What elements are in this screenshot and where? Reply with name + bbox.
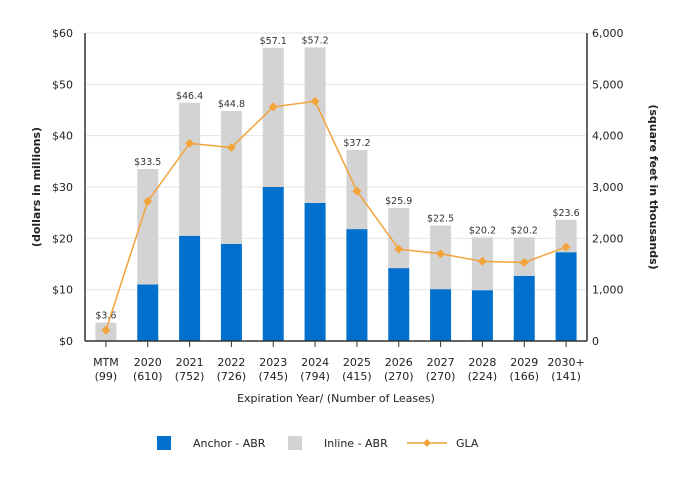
bar-inline	[513, 237, 535, 276]
x-tick-label: 2027	[427, 356, 455, 369]
x-tick-label: 2021	[176, 356, 204, 369]
bar-inline	[262, 47, 284, 188]
x-tick-count: (224)	[468, 370, 498, 383]
y2-tick-label: 6,000	[592, 27, 624, 40]
legend-swatch-inline	[288, 436, 302, 450]
bar-anchor	[137, 284, 159, 341]
x-tick-count: (270)	[426, 370, 456, 383]
bar-inline	[137, 169, 159, 285]
x-tick-label: 2023	[259, 356, 287, 369]
gla-point	[394, 244, 404, 254]
data-label: $3.6	[95, 311, 116, 322]
data-label: $23.6	[552, 208, 579, 219]
gla-point	[101, 325, 111, 335]
gla-point	[519, 257, 529, 267]
bar-anchor	[430, 289, 452, 341]
bar-anchor	[388, 268, 410, 341]
gla-point	[477, 256, 487, 266]
x-tick-count: (726)	[217, 370, 247, 383]
bar-inline	[388, 208, 410, 269]
y-tick-label: $30	[52, 181, 73, 194]
x-tick-count: (745)	[258, 370, 288, 383]
bar-anchor	[513, 275, 535, 341]
x-axis-title: Expiration Year/ (Number of Leases)	[237, 392, 435, 405]
y-tick-label: $10	[52, 284, 73, 297]
data-label: $25.9	[385, 196, 412, 207]
bar-anchor	[346, 229, 368, 341]
bar-inline	[304, 47, 326, 203]
data-label: $22.5	[427, 214, 454, 225]
bar-anchor	[220, 243, 242, 341]
x-tick-label: 2029	[510, 356, 538, 369]
bar-anchor	[471, 290, 493, 341]
y2-tick-label: 5,000	[592, 78, 624, 91]
gla-point	[185, 138, 195, 148]
data-label: $46.4	[176, 91, 203, 102]
y2-axis-title: (square feet in thousands)	[647, 104, 660, 269]
y-tick-label: $50	[52, 78, 73, 91]
x-tick-label: 2024	[301, 356, 329, 369]
gla-point	[143, 196, 153, 206]
data-label: $20.2	[511, 225, 538, 236]
y-tick-label: $40	[52, 130, 73, 143]
bar-anchor	[262, 187, 284, 341]
x-tick-label: 2030+	[547, 356, 584, 369]
bar-inline	[220, 111, 242, 244]
x-tick-count: (141)	[551, 370, 581, 383]
x-tick-label: 2028	[468, 356, 496, 369]
x-tick-count: (270)	[384, 370, 414, 383]
data-label: $37.2	[343, 138, 370, 149]
x-tick-label: 2020	[134, 356, 162, 369]
legend-label-inline: Inline - ABR	[324, 437, 388, 450]
gla-point	[352, 186, 362, 196]
legend-marker-gla	[423, 439, 431, 447]
x-tick-count: (99)	[95, 370, 118, 383]
y-axis-title: (dollars in millions)	[30, 127, 43, 247]
gla-point	[226, 142, 236, 152]
data-label: $57.1	[260, 36, 287, 47]
y2-tick-label: 2,000	[592, 232, 624, 245]
x-tick-count: (752)	[175, 370, 205, 383]
x-tick-label: 2025	[343, 356, 371, 369]
data-label: $33.5	[134, 157, 161, 168]
bar-inline	[555, 219, 577, 253]
y-tick-label: $0	[59, 335, 73, 348]
y-tick-label: $20	[52, 232, 73, 245]
bar-anchor	[555, 252, 577, 341]
legend-label-gla: GLA	[456, 437, 479, 450]
gla-point	[310, 96, 320, 106]
x-tick-count: (610)	[133, 370, 163, 383]
gla-line	[105, 100, 567, 331]
data-label: $44.8	[218, 99, 245, 110]
data-label: $20.2	[469, 225, 496, 236]
y2-tick-label: 4,000	[592, 130, 624, 143]
bar-inline	[179, 102, 201, 236]
y-tick-label: $60	[52, 27, 73, 40]
x-tick-count: (415)	[342, 370, 372, 383]
x-tick-count: (794)	[300, 370, 330, 383]
x-tick-label: 2026	[385, 356, 413, 369]
y2-tick-label: 0	[592, 335, 599, 348]
y2-tick-label: 3,000	[592, 181, 624, 194]
gla-point	[436, 249, 446, 259]
x-tick-label: MTM	[93, 356, 119, 369]
legend-label-anchor: Anchor - ABR	[193, 437, 266, 450]
bar-anchor	[304, 202, 326, 341]
bar-anchor	[179, 235, 201, 341]
y2-tick-label: 1,000	[592, 284, 624, 297]
legend-swatch-anchor	[157, 436, 171, 450]
x-tick-label: 2022	[217, 356, 245, 369]
data-label: $57.2	[301, 35, 328, 46]
x-tick-count: (166)	[509, 370, 539, 383]
gla-point	[268, 102, 278, 112]
gla-point	[561, 242, 571, 252]
